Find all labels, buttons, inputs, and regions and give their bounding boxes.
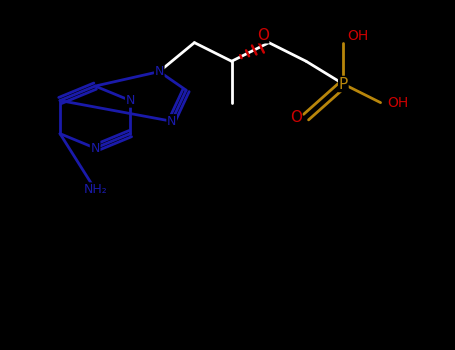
Text: O: O (257, 28, 268, 43)
Text: NH₂: NH₂ (83, 183, 107, 196)
Text: N: N (167, 115, 177, 128)
Text: O: O (290, 110, 302, 125)
Text: N: N (126, 94, 135, 107)
Text: OH: OH (387, 96, 408, 110)
Text: N: N (91, 142, 100, 155)
Text: N: N (155, 65, 164, 78)
Text: P: P (339, 77, 348, 91)
Text: OH: OH (348, 29, 369, 43)
